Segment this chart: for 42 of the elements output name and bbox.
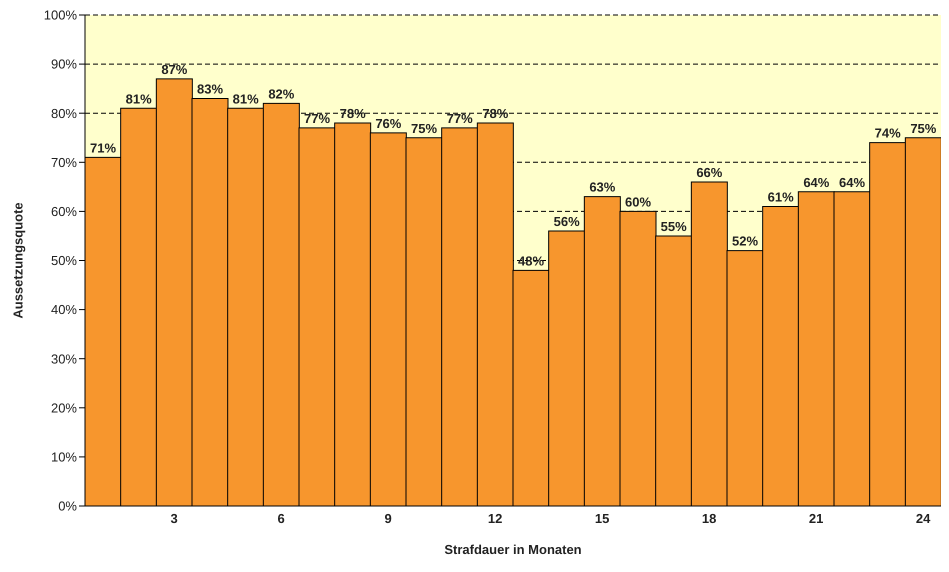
x-tick-label: 12 — [488, 511, 502, 526]
y-tick-label: 70% — [50, 154, 78, 170]
data-label: 52% — [732, 234, 758, 249]
x-tick-label: 3 — [170, 511, 178, 526]
data-label: 82% — [268, 86, 295, 102]
y-tick-label: 60% — [50, 204, 78, 220]
data-label: 74% — [874, 126, 902, 141]
data-label: 81% — [126, 91, 152, 106]
x-tick-label: 18 — [702, 511, 716, 526]
data-label: 77% — [446, 110, 474, 126]
y-tick-label: 80% — [50, 106, 78, 121]
y-tick-label: 10% — [50, 450, 78, 465]
y-tick-label: 40% — [50, 302, 78, 318]
y-tick-label: 20% — [50, 400, 78, 416]
x-tick-label: 9 — [384, 511, 392, 526]
x-axis-title: Strafdauer in Monaten — [444, 542, 582, 557]
x-tick-label: 21 — [808, 511, 824, 526]
y-tick-label: 100% — [44, 8, 78, 23]
y-axis-title: Aussetzungsquote — [10, 202, 26, 319]
y-tick-label: 0% — [58, 498, 78, 514]
data-label: 64% — [838, 174, 866, 190]
data-label: 76% — [375, 116, 402, 131]
y-tick-label: 30% — [50, 351, 78, 366]
x-tick-label: 24 — [916, 511, 932, 526]
y-tick-label: 90% — [50, 56, 78, 72]
data-label: 60% — [624, 194, 652, 210]
data-label: 66% — [696, 164, 723, 180]
data-label: 83% — [196, 81, 224, 96]
data-label: 56% — [554, 214, 580, 230]
data-label: 81% — [232, 91, 260, 106]
data-label: 75% — [410, 120, 438, 136]
y-tick-label: 50% — [50, 253, 78, 268]
data-label: 77% — [304, 110, 330, 126]
data-label: 87% — [161, 62, 188, 77]
data-label: 75% — [910, 120, 937, 136]
data-label: 63% — [589, 180, 616, 195]
data-label: 61% — [768, 189, 794, 204]
x-tick-label: 15 — [594, 511, 610, 526]
data-label: 55% — [660, 218, 688, 234]
data-label: 71% — [90, 140, 116, 156]
data-label: 64% — [803, 174, 830, 190]
x-tick-label: 6 — [278, 511, 285, 526]
